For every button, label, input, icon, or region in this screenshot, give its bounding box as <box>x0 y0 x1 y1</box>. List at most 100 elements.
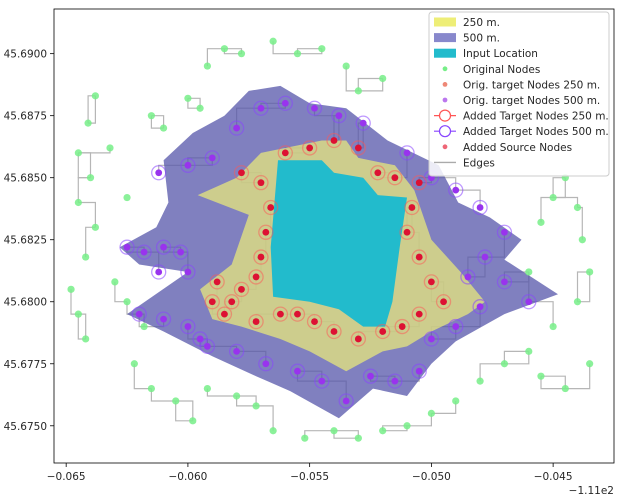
edge <box>358 78 384 92</box>
source-node <box>208 298 216 306</box>
original-node <box>293 50 302 58</box>
original-node <box>203 62 211 70</box>
original-node <box>549 193 557 202</box>
original-node <box>573 298 582 306</box>
source-node <box>391 174 399 182</box>
original-node <box>106 144 114 152</box>
original-node <box>549 322 557 331</box>
added-target-250-ring <box>350 331 366 347</box>
added-target-500-ring <box>180 264 196 280</box>
legend-label: Orig. target Nodes 250 m. <box>463 79 600 91</box>
edge <box>577 272 591 303</box>
added-target-250-ring <box>253 249 269 265</box>
source-node <box>228 298 236 306</box>
target-node-500 <box>359 119 367 127</box>
target-node-500 <box>476 303 484 311</box>
original-node <box>537 372 545 380</box>
added-target-500-ring <box>460 269 476 285</box>
original-node <box>301 434 309 442</box>
legend-marker <box>438 109 452 122</box>
added-target-250-ring <box>233 281 250 297</box>
target-node-500 <box>160 315 167 323</box>
edge <box>541 375 566 389</box>
added-target-500-ring <box>477 249 493 265</box>
source-node <box>306 144 314 152</box>
edge <box>87 95 96 124</box>
legend-marker <box>442 66 448 72</box>
edge <box>297 48 323 55</box>
added-target-500-ring <box>496 224 513 240</box>
added-target-500-ring <box>136 244 152 260</box>
legend-swatch <box>434 33 456 43</box>
plot-area <box>67 37 594 442</box>
edge <box>85 226 96 258</box>
source-node <box>311 318 318 325</box>
legend-label: Input Location <box>463 48 538 60</box>
added-target-250-ring <box>435 294 452 310</box>
edge <box>479 363 505 382</box>
source-node <box>294 310 301 318</box>
source-node <box>277 310 284 318</box>
target-node-500 <box>123 243 131 251</box>
original-node <box>342 62 350 70</box>
target-node-500 <box>501 228 508 236</box>
legend-label: Added Target Nodes 250 m. <box>463 111 609 123</box>
source-node <box>252 318 260 325</box>
target-node-500 <box>476 204 484 211</box>
added-target-500-ring <box>228 120 245 136</box>
added-target-500-ring <box>228 343 245 360</box>
original-node <box>74 310 82 318</box>
y-tick-label: 45.6750 <box>4 421 47 433</box>
added-target-500-ring <box>306 100 323 116</box>
target-node-500 <box>208 154 216 162</box>
original-node <box>91 223 99 231</box>
added-target-500-ring <box>277 95 293 111</box>
edge <box>540 376 566 390</box>
edge <box>296 48 322 54</box>
target-node-500 <box>525 298 533 306</box>
added-target-250-ring <box>272 306 289 322</box>
added-target-500-ring <box>387 373 403 389</box>
original-node <box>237 50 246 58</box>
target-node-500 <box>184 268 192 276</box>
added-target-500-ring <box>155 239 172 255</box>
source-node <box>415 179 423 187</box>
edge <box>552 177 566 198</box>
added-target-500-ring <box>253 100 269 116</box>
added-target-250-ring <box>248 313 264 330</box>
source-node <box>252 273 260 281</box>
added-target-250-ring <box>350 140 366 156</box>
edge <box>540 196 554 223</box>
source-node <box>374 169 382 177</box>
original-node <box>233 392 241 400</box>
source-node <box>379 328 387 335</box>
target-node-500 <box>294 367 301 375</box>
legend-label: Orig. target Nodes 500 m. <box>463 95 600 107</box>
x-tick-label: −0.065 <box>47 471 86 483</box>
added-target-250-ring <box>411 306 427 322</box>
original-node <box>586 268 594 276</box>
target-node-500 <box>155 169 163 177</box>
original-node <box>252 402 260 410</box>
original-node <box>427 409 435 417</box>
source-node <box>408 204 416 211</box>
source-node <box>281 149 289 157</box>
original-node <box>318 45 326 53</box>
target-node-500 <box>311 104 318 112</box>
x-tick-label: −0.045 <box>534 471 573 483</box>
axes: −0.065 −0.060 −0.055 −0.050 −0.045 −1.11e2 45.… <box>4 8 615 497</box>
added-target-500-ring <box>472 299 488 315</box>
original-node <box>537 218 545 226</box>
original-node <box>330 427 338 435</box>
added-target-500-ring <box>199 338 216 355</box>
y-tick-label: 45.6775 <box>4 359 47 371</box>
edge <box>78 147 111 154</box>
added-target-500-ring <box>119 239 135 255</box>
added-target-500-ring <box>180 157 196 173</box>
edge <box>382 425 407 431</box>
added-target-250-ring <box>326 323 342 340</box>
legend-label: Added Target Nodes 500 m. <box>463 126 609 138</box>
added-target-250-ring <box>233 165 250 181</box>
added-target-500-ring <box>338 393 354 409</box>
